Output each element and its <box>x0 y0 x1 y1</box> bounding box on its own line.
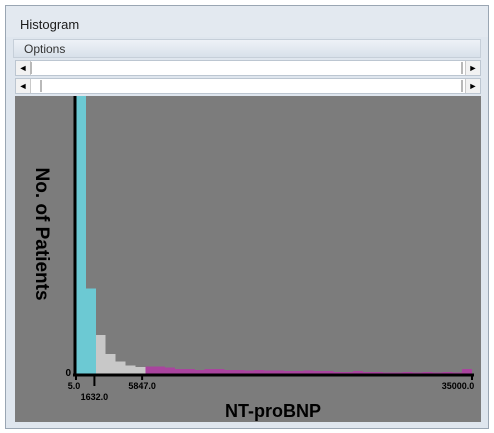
histogram-bar <box>105 353 116 374</box>
histogram-bar <box>224 369 235 374</box>
top-slider-thumb[interactable] <box>30 62 32 74</box>
x-tick-label: 35000.0 <box>442 381 475 391</box>
histogram-bar <box>165 367 175 374</box>
top-slider-thumb-right[interactable] <box>461 62 463 74</box>
histogram-bar <box>115 361 126 374</box>
histogram-bar <box>462 369 472 374</box>
bottom-range-slider[interactable]: ◄ ► <box>15 78 481 94</box>
histogram-bar <box>155 366 166 374</box>
histogram-bar <box>175 369 185 374</box>
histogram-bar <box>402 371 413 374</box>
title-bar: Histogram <box>6 6 488 37</box>
x-axis-label: NT-proBNP <box>225 401 321 421</box>
bottom-slider-thumb-right[interactable] <box>461 80 463 92</box>
histogram-bar <box>234 369 245 374</box>
histogram-bar <box>184 369 195 374</box>
x-tick-label: 1632.0 <box>81 392 109 402</box>
window-title: Histogram <box>20 17 80 32</box>
histogram-bar <box>343 371 354 374</box>
y-zero-tick-label: 0 <box>65 368 71 379</box>
histogram-bar <box>283 371 294 374</box>
histogram-bar <box>293 371 304 374</box>
histogram-bar <box>313 371 324 374</box>
histogram-bar <box>135 367 146 374</box>
histogram-bar <box>214 369 225 374</box>
histogram-bar <box>333 371 344 374</box>
x-tick-label: 5.0 <box>68 381 81 391</box>
histogram-bar <box>452 372 463 374</box>
top-slider-left-arrow[interactable]: ◄ <box>16 61 31 75</box>
histogram-bar <box>95 335 106 374</box>
bottom-slider-left-arrow[interactable]: ◄ <box>16 79 31 93</box>
histogram-window: Histogram Options ◄ ► ◄ ► 5.0 1632.0 5847.… <box>5 5 489 429</box>
histogram-bar <box>392 372 403 374</box>
histogram-bar <box>254 369 265 374</box>
top-slider-right-arrow[interactable]: ► <box>465 61 480 75</box>
histogram-bar <box>244 370 255 374</box>
histogram-bar <box>145 366 156 374</box>
histogram-bar <box>76 96 86 374</box>
histogram-bar <box>274 370 284 374</box>
histogram-bar <box>303 370 314 374</box>
histogram-bar <box>363 371 373 374</box>
histogram-plot-area: 5.0 1632.0 5847.0 35000.0 No. of Patients N… <box>15 96 481 422</box>
histogram-bar <box>442 371 453 374</box>
histogram-bar <box>373 371 383 374</box>
bottom-slider-thumb[interactable] <box>40 80 42 92</box>
bottom-slider-right-arrow[interactable]: ► <box>465 79 480 93</box>
histogram-bar <box>382 372 393 374</box>
histogram-bar <box>204 369 215 374</box>
histogram-bar <box>194 369 205 374</box>
histogram-bar <box>422 371 433 374</box>
menu-bar: Options <box>13 39 481 58</box>
histogram-bar <box>323 371 334 374</box>
menu-options[interactable]: Options <box>24 42 66 56</box>
histogram-bar <box>85 288 96 374</box>
histogram-bar <box>353 371 364 374</box>
top-range-slider[interactable]: ◄ ► <box>15 60 481 76</box>
x-tick-label: 5847.0 <box>128 381 156 391</box>
histogram-bar <box>432 372 443 374</box>
histogram-bar <box>264 370 274 374</box>
histogram-bar <box>412 372 423 374</box>
histogram-bar <box>125 365 136 374</box>
y-axis-label: No. of Patients <box>31 167 52 300</box>
